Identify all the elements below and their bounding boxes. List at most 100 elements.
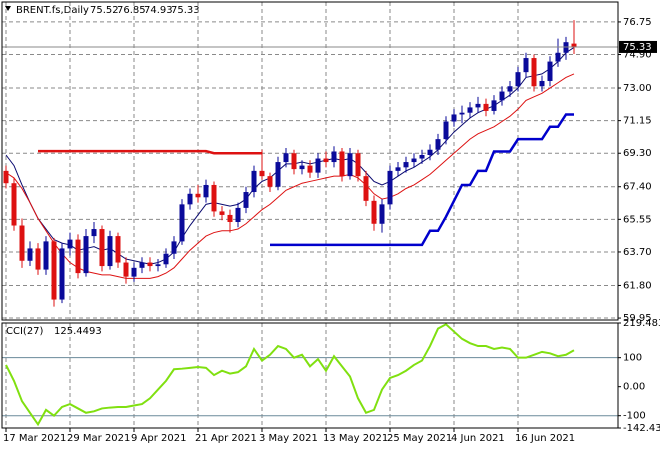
ohlc-low: 74.93 [144,5,173,16]
candle-body [363,176,369,201]
y-tick-label: 0.00 [623,382,645,393]
candle-body [307,165,313,173]
candle-body [203,184,209,198]
candle-body [59,248,65,300]
y-tick-label: 74.90 [623,50,652,61]
candle-body [3,170,9,184]
indicator-line [270,113,574,247]
candle-body [283,153,289,163]
candle-body [507,86,513,92]
candle-body [195,193,201,198]
candle-body [539,80,545,87]
candle-body [299,165,305,170]
candle-body [555,52,561,62]
candle-body [171,241,177,254]
x-tick-label: 13 May 2021 [323,433,388,444]
candle-body [51,241,57,300]
candle-body [411,158,417,163]
price-box [619,40,657,53]
candle-body [347,153,353,177]
candle-body [115,236,121,263]
candle-body [163,253,169,265]
x-tick-label: 3 May 2021 [259,433,318,444]
candle-body [107,236,113,267]
candle-body [91,229,97,237]
candle-body [395,167,401,171]
y-tick-label: -142.43 [623,423,660,434]
candle-body [323,158,329,163]
panel-frame [1,1,619,321]
indicator-value: 125.4493 [54,326,102,337]
candle-body [35,248,41,270]
y-tick-label: 73.00 [623,83,652,94]
candle-body [451,114,457,122]
candle-body [259,170,265,177]
candle-body [219,211,225,215]
candle-body [499,91,505,101]
ohlc-high: 76.85 [117,5,146,16]
x-tick-label: 25 May 2021 [387,433,452,444]
candle-body [43,241,49,270]
candle-body [443,121,449,140]
x-tick-label: 4 Jun 2021 [451,433,505,444]
collapse-icon [5,6,11,11]
y-tick-label: 71.15 [623,116,652,127]
y-tick-label: 63.70 [623,247,652,258]
candle-body [19,225,25,261]
y-tick-label: 59.95 [623,313,652,324]
candle-body [179,204,185,242]
x-tick-label: 16 Jun 2021 [515,433,575,444]
y-tick-label: 61.80 [623,280,652,291]
candle-body [139,262,145,268]
candle-body [515,72,521,87]
cci-line [5,323,575,427]
y-tick-label: 219.4838 [623,318,660,329]
price-label: 75.33 [623,42,652,53]
candle-body [571,43,577,47]
y-tick-label: 69.30 [623,148,652,159]
x-tick-label: 21 Apr 2021 [195,433,257,444]
candle-body [67,239,73,249]
candle-body [371,200,377,224]
candle-body [379,204,385,224]
candle-body [563,42,569,53]
candle-body [491,100,497,111]
candle-body [27,248,33,261]
chart-title: BRENT.fs,Daily [16,5,89,16]
candle-body [251,170,257,193]
candle-body [427,149,433,156]
candle-body [483,103,489,111]
candle-body [235,207,241,222]
candle-body [147,262,153,267]
y-tick-label: 76.75 [623,17,652,28]
indicator-line [38,149,262,155]
candle-body [227,214,233,222]
indicator-line [5,73,575,279]
y-tick-label: 65.55 [623,214,652,225]
candle-body [131,267,137,277]
candle-body [83,236,89,274]
candle-body [291,153,297,170]
candle-body [331,151,337,163]
candle-body [403,162,409,168]
candle-body [155,264,161,267]
y-tick-label: -100 [623,411,646,422]
candle-body [475,103,481,108]
y-tick-label: 100 [623,353,642,364]
candle-body [467,107,473,113]
candle-body [99,229,105,267]
candle-body [355,153,361,177]
candle-body [531,58,537,87]
candle-body [339,151,345,177]
panel-frame [1,322,619,429]
x-tick-label: 29 Mar 2021 [67,433,130,444]
candle-body [315,158,321,173]
candle-body [123,262,129,277]
x-tick-label: 17 Mar 2021 [3,433,66,444]
candle-body [387,170,393,205]
candle-body [523,58,529,73]
ohlc-close: 75.33 [171,5,200,16]
candle-body [459,112,465,115]
